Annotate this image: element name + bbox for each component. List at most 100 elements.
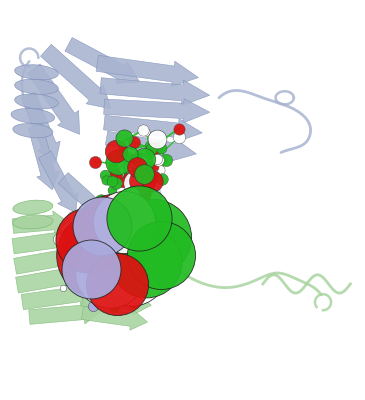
Point [149,178,155,185]
Point [74,219,80,225]
Point [130,298,136,304]
Polygon shape [16,262,92,293]
Point [96,217,102,224]
Point [115,159,120,166]
Point [143,129,149,135]
Point [131,139,137,145]
Point [154,266,160,272]
Point [150,174,156,180]
Polygon shape [80,275,153,298]
Point [109,163,115,170]
Point [120,146,126,153]
Point [153,250,159,256]
Point [155,157,161,164]
Point [125,183,131,190]
Point [112,170,118,176]
Point [139,168,145,175]
Polygon shape [14,244,84,274]
Point [80,227,86,234]
Point [114,237,120,243]
Point [78,236,84,243]
Point [129,235,135,242]
Point [161,156,166,163]
Point [113,148,119,154]
Point [140,127,146,134]
Point [143,172,149,178]
Point [143,214,149,221]
Point [135,296,141,303]
Point [146,142,152,148]
Point [103,226,108,232]
Polygon shape [29,301,102,324]
Point [141,156,147,162]
Point [67,229,73,235]
Point [123,172,129,179]
Ellipse shape [15,94,58,109]
Polygon shape [41,44,111,109]
Point [121,219,127,225]
Point [56,236,62,242]
Point [111,256,117,262]
Polygon shape [76,225,135,249]
Point [124,173,130,180]
Point [90,303,96,310]
Point [103,277,109,284]
Point [107,247,113,253]
Point [88,266,94,272]
Polygon shape [21,92,60,163]
Point [130,154,136,161]
Point [109,187,115,193]
Point [141,166,146,172]
Point [99,198,104,204]
Point [111,304,117,310]
Point [128,172,134,178]
Point [114,281,120,287]
Polygon shape [96,55,199,87]
Polygon shape [27,64,80,134]
Point [123,269,129,276]
Point [107,270,112,276]
Point [99,255,105,262]
Point [112,151,118,157]
Point [131,230,137,236]
Point [146,165,151,171]
Polygon shape [105,131,196,161]
Polygon shape [28,124,59,190]
Point [126,266,132,272]
Point [113,264,119,270]
Point [85,237,91,243]
Polygon shape [104,99,210,123]
Point [85,229,91,236]
Point [128,240,134,246]
Polygon shape [104,115,202,142]
Point [88,218,94,224]
Ellipse shape [13,215,53,229]
Point [150,233,156,240]
Point [134,164,140,170]
Point [102,172,108,178]
Point [128,262,134,269]
Point [96,252,101,258]
Point [97,260,103,267]
Point [137,191,143,198]
Polygon shape [78,258,151,281]
Point [109,178,115,184]
Point [163,157,169,163]
Polygon shape [58,172,112,222]
Point [94,258,100,264]
Point [158,145,164,152]
Point [109,288,115,294]
Ellipse shape [13,124,53,138]
Point [141,157,146,164]
Point [116,173,122,180]
Point [109,218,115,224]
Point [127,151,133,157]
Point [120,178,126,185]
Polygon shape [65,38,139,83]
Point [121,134,127,141]
Point [75,219,81,225]
Point [105,243,111,250]
Point [176,134,182,140]
Point [130,226,136,232]
Point [136,168,142,175]
